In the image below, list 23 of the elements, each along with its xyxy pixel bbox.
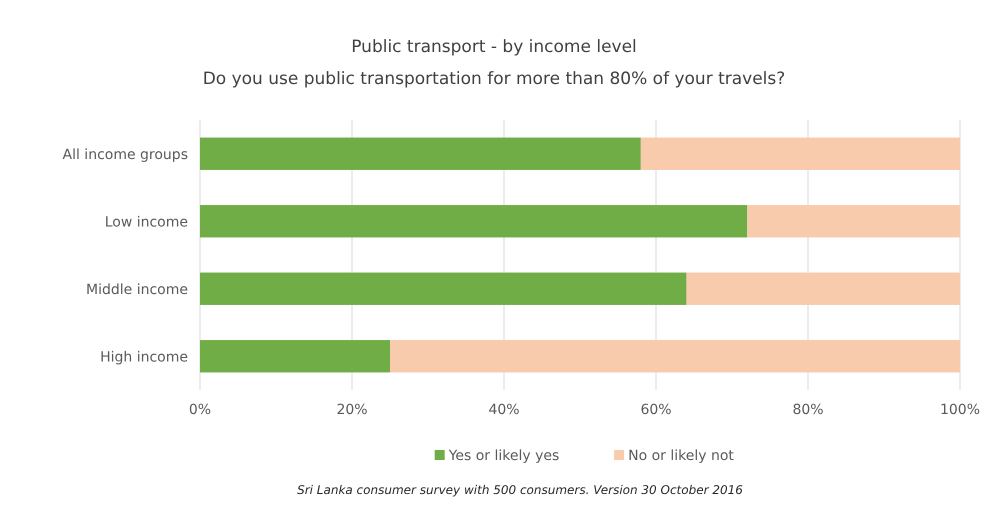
chart-title: Public transport - by income level [351, 37, 637, 57]
y-tick-label: Low income [104, 214, 188, 230]
x-tick-label: 20% [336, 402, 368, 418]
legend-label: No or likely not [628, 448, 734, 464]
x-tick-label: 80% [792, 402, 824, 418]
bar [686, 272, 960, 305]
y-tick-label: High income [100, 349, 188, 366]
bar [200, 205, 748, 238]
text: Sri Lanka consumer survey with 500 consumers. Version 30 October 2016 [297, 483, 744, 497]
bar [200, 340, 390, 372]
x-tick-label: 0% [188, 402, 212, 418]
x-tick-label: 100% [940, 402, 980, 418]
x-tick-label: 40% [488, 402, 520, 418]
x-tick-label: 60% [640, 402, 672, 418]
chart-subtitle: Do you use public transportation for more than 80% of your travels? [202, 69, 786, 89]
bar [640, 138, 960, 170]
bar [747, 205, 960, 238]
bar [200, 272, 686, 305]
legend-label: Yes or likely yes [448, 448, 560, 464]
y-tick-label: All income groups [62, 146, 188, 163]
bar [200, 138, 641, 170]
y-tick-label: Middle income [86, 282, 188, 298]
bar [390, 340, 960, 372]
